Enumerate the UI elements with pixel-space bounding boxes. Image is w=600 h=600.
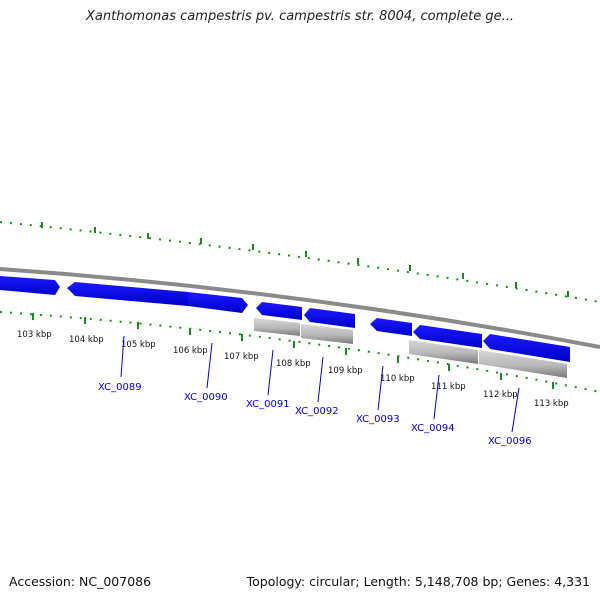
accession-text: Accession: NC_007086 — [9, 574, 152, 589]
gene-feature-xc-0094[interactable] — [409, 340, 478, 364]
gene-label-xc-0092[interactable]: XC_0092 — [295, 406, 339, 417]
cds-feature-xc-0096[interactable] — [483, 334, 570, 362]
gene-feature-xc-0091[interactable] — [254, 318, 300, 336]
outer-tick-dots — [0, 221, 600, 303]
scale-label: 108 kbp — [276, 359, 311, 369]
leader-line — [267, 349, 274, 396]
leader-line — [511, 387, 520, 433]
gene-label-leaders — [120, 335, 520, 433]
cds-track[interactable] — [0, 276, 570, 362]
scale-label: 103 kbp — [17, 330, 52, 340]
leader-line — [206, 342, 213, 389]
gene-feature-xc-0096[interactable] — [479, 350, 567, 378]
scale-label: 111 kbp — [431, 382, 466, 392]
cds-feature-xc-0091[interactable] — [256, 302, 302, 320]
gene-label-xc-0094[interactable]: XC_0094 — [411, 423, 455, 434]
cds-feature-xc-0090[interactable] — [188, 292, 248, 313]
scale-label: 104 kbp — [69, 335, 104, 345]
leader-line — [433, 374, 440, 420]
scale-label: 106 kbp — [173, 346, 208, 356]
cds-feature-xc-0093[interactable] — [370, 318, 412, 336]
cds-feature-xc-0089[interactable] — [67, 282, 188, 306]
gene-label-xc-0089[interactable]: XC_0089 — [98, 382, 142, 393]
scale-label: 110 kbp — [380, 374, 415, 384]
genome-backbone — [0, 267, 600, 349]
gene-label-xc-0090[interactable]: XC_0090 — [184, 392, 228, 403]
leader-line — [317, 356, 324, 403]
cds-feature-xc-0092[interactable] — [304, 308, 355, 328]
gene-labels[interactable]: XC_0089 XC_0090 XC_0091 XC_0092 XC_0093 … — [98, 382, 532, 447]
gene-track[interactable] — [254, 318, 567, 378]
scale-label: 107 kbp — [224, 352, 259, 362]
scale-label: 105 kbp — [121, 340, 156, 350]
scale-label: 112 kbp — [483, 390, 518, 400]
scale-labels: 103 kbp 104 kbp 105 kbp 106 kbp 107 kbp … — [17, 330, 569, 409]
genome-summary-text: Topology: circular; Length: 5,148,708 bp… — [246, 574, 590, 589]
cds-feature[interactable] — [0, 276, 60, 295]
gene-label-xc-0093[interactable]: XC_0093 — [356, 414, 400, 425]
inner-tick-dots — [0, 311, 600, 393]
gene-label-xc-0091[interactable]: XC_0091 — [246, 399, 290, 410]
gene-label-xc-0096[interactable]: XC_0096 — [488, 436, 532, 447]
outer-tick-ring — [0, 221, 600, 303]
leader-line — [377, 365, 384, 411]
leader-line — [120, 335, 125, 378]
scale-label: 109 kbp — [328, 366, 363, 376]
scale-label: 113 kbp — [534, 399, 569, 409]
gene-feature-xc-0092[interactable] — [301, 324, 353, 344]
map-title: Xanthomonas campestris pv. campestris st… — [86, 9, 514, 24]
inner-tick-ring — [0, 311, 600, 393]
cds-feature-xc-0094[interactable] — [413, 325, 482, 348]
